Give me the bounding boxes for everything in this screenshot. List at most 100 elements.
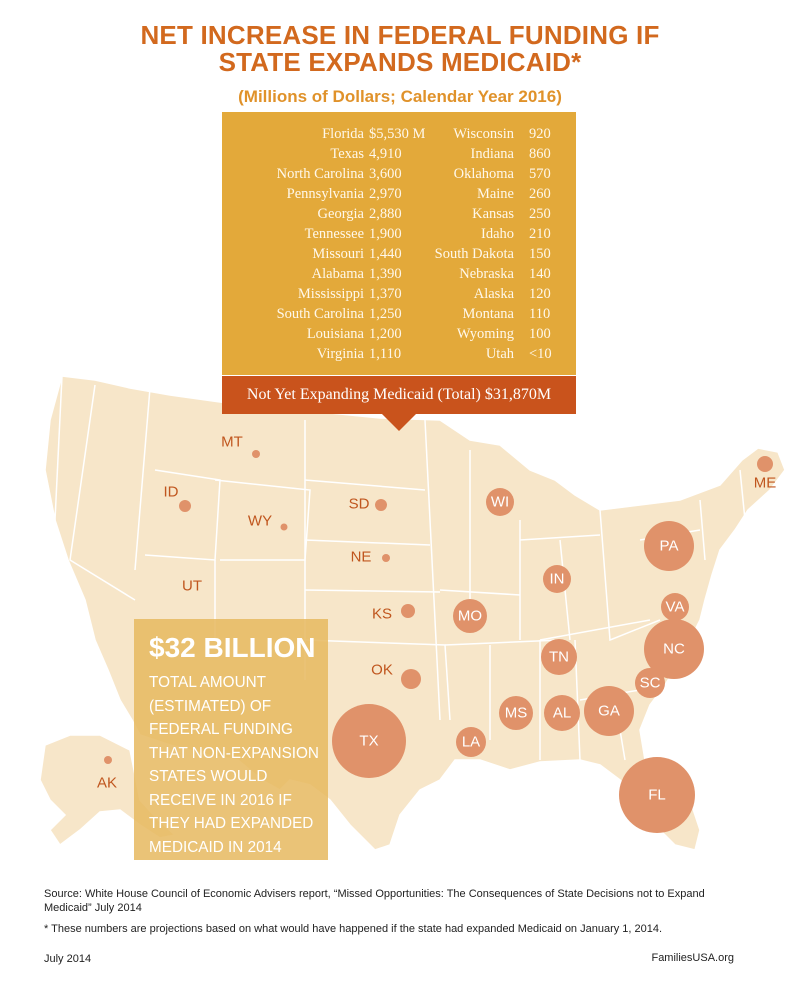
bubble-ak (104, 756, 112, 764)
state-name: Wyoming (456, 326, 514, 342)
state-value: 920 (529, 126, 551, 142)
state-label-la: LA (461, 733, 481, 751)
state-value: $5,530 M (369, 126, 426, 142)
state-label-tx: TX (359, 732, 379, 750)
state-value: <10 (529, 346, 552, 362)
state-value: 210 (529, 226, 551, 242)
state-value: 120 (529, 286, 551, 302)
bubble-mt (252, 450, 260, 458)
callout-box: $32 BILLION TOTAL AMOUNT (ESTIMATED) OF … (134, 619, 328, 860)
state-value: 1,370 (369, 286, 402, 302)
state-value: 1,390 (369, 266, 402, 282)
footnote: * These numbers are projections based on… (44, 923, 663, 935)
state-name: Indiana (470, 146, 514, 162)
state-name: Pennsylvania (286, 186, 364, 202)
table-row: Georgia 2,880 Kansas 250 (222, 206, 576, 226)
title-line-1: NET INCREASE IN FEDERAL FUNDING IF (140, 20, 660, 50)
source-note: Source: White House Council of Economic … (44, 888, 705, 914)
bubble-in (543, 565, 571, 593)
state-name: South Dakota (434, 246, 514, 262)
state-value: 140 (529, 266, 551, 282)
state-name: Oklahoma (453, 166, 514, 182)
bubble-mo (453, 599, 487, 633)
state-name: Missouri (312, 246, 364, 262)
bubble-pa (644, 521, 694, 571)
table-row: Missouri 1,440 South Dakota 150 (222, 246, 576, 266)
funding-table: Florida $5,530 M Wisconsin 920 Texas 4,910 Ind… (222, 112, 576, 375)
state-label-wi: WI (490, 493, 510, 511)
state-label-ak: AK (96, 774, 118, 792)
table-row: North Carolina 3,600 Oklahoma 570 (222, 166, 576, 186)
state-label-mo: MO (457, 607, 483, 625)
table-row: Mississippi 1,370 Alaska 120 (222, 286, 576, 306)
website-link[interactable]: FamiliesUSA.org (651, 952, 734, 964)
state-name: Virginia (316, 346, 364, 362)
table-row: Tennessee 1,900 Idaho 210 (222, 226, 576, 246)
state-name: Alabama (311, 266, 364, 282)
bubble-sc (635, 668, 665, 698)
table-row: Florida $5,530 M Wisconsin 920 (222, 126, 576, 146)
bubble-va (661, 593, 689, 621)
state-value: 2,970 (369, 186, 402, 202)
state-value: 1,440 (369, 246, 402, 262)
state-name: Texas (330, 146, 364, 162)
state-value: 1,200 (369, 326, 402, 342)
state-name: Wisconsin (453, 126, 514, 142)
bubble-ks (401, 604, 415, 618)
subtitle: (Millions of Dollars; Calendar Year 2016… (238, 87, 562, 106)
state-label-ok: OK (371, 661, 393, 679)
state-value: 1,250 (369, 306, 402, 322)
state-name: Florida (322, 126, 364, 142)
bubble-wy (280, 523, 288, 531)
state-name: North Carolina (276, 166, 364, 182)
state-label-ne: NE (350, 548, 372, 566)
state-name: Mississippi (297, 286, 364, 302)
bubble-al (544, 695, 580, 731)
table-row: South Carolina 1,250 Montana 110 (222, 306, 576, 326)
state-label-sc: SC (639, 674, 661, 692)
state-name: Georgia (317, 206, 364, 222)
state-label-fl: FL (648, 786, 666, 804)
table-row: Virginia 1,110 Utah <10 (222, 346, 576, 366)
state-value: 860 (529, 146, 551, 162)
state-label-me: ME (753, 474, 777, 492)
bubble-tn (541, 639, 577, 675)
bubble-me (757, 456, 773, 472)
state-label-ga: GA (598, 702, 620, 720)
state-name: Nebraska (459, 266, 514, 282)
bubble-wi (486, 488, 514, 516)
state-value: 250 (529, 206, 551, 222)
callout-amount: $32 BILLION (149, 632, 316, 663)
state-value: 1,900 (369, 226, 402, 242)
state-value: 2,880 (369, 206, 402, 222)
bubble-ga (584, 686, 634, 736)
bubble-fl (619, 757, 695, 833)
total-bar: Not Yet Expanding Medicaid (Total) $31,8… (222, 376, 576, 414)
state-value: 100 (529, 326, 551, 342)
bubble-ms (499, 696, 533, 730)
state-value: 150 (529, 246, 551, 262)
state-label-ut: UT (182, 577, 202, 595)
bubble-id (179, 500, 191, 512)
state-name: Maine (476, 186, 514, 202)
state-label-va: VA (665, 598, 685, 616)
callout-text: TOTAL AMOUNT (ESTIMATED) OF FEDERAL FUND… (149, 674, 319, 856)
state-value: 570 (529, 166, 551, 182)
state-name: Tennessee (304, 226, 364, 242)
state-value: 110 (529, 306, 551, 322)
state-label-al: AL (552, 704, 572, 722)
state-name: South Carolina (276, 306, 364, 322)
bubble-nc (644, 619, 704, 679)
state-label-in: IN (549, 570, 565, 588)
state-name: Idaho (480, 226, 514, 242)
state-label-mt: MT (221, 433, 243, 451)
state-label-id: ID (163, 483, 179, 501)
bubble-sd (375, 499, 387, 511)
table-pointer (382, 414, 416, 431)
state-value: 3,600 (369, 166, 402, 182)
publish-date: July 2014 (44, 953, 92, 965)
state-value: 4,910 (369, 146, 402, 162)
state-name: Utah (485, 346, 514, 362)
bubble-tx (332, 704, 406, 778)
state-label-ms: MS (504, 704, 528, 722)
